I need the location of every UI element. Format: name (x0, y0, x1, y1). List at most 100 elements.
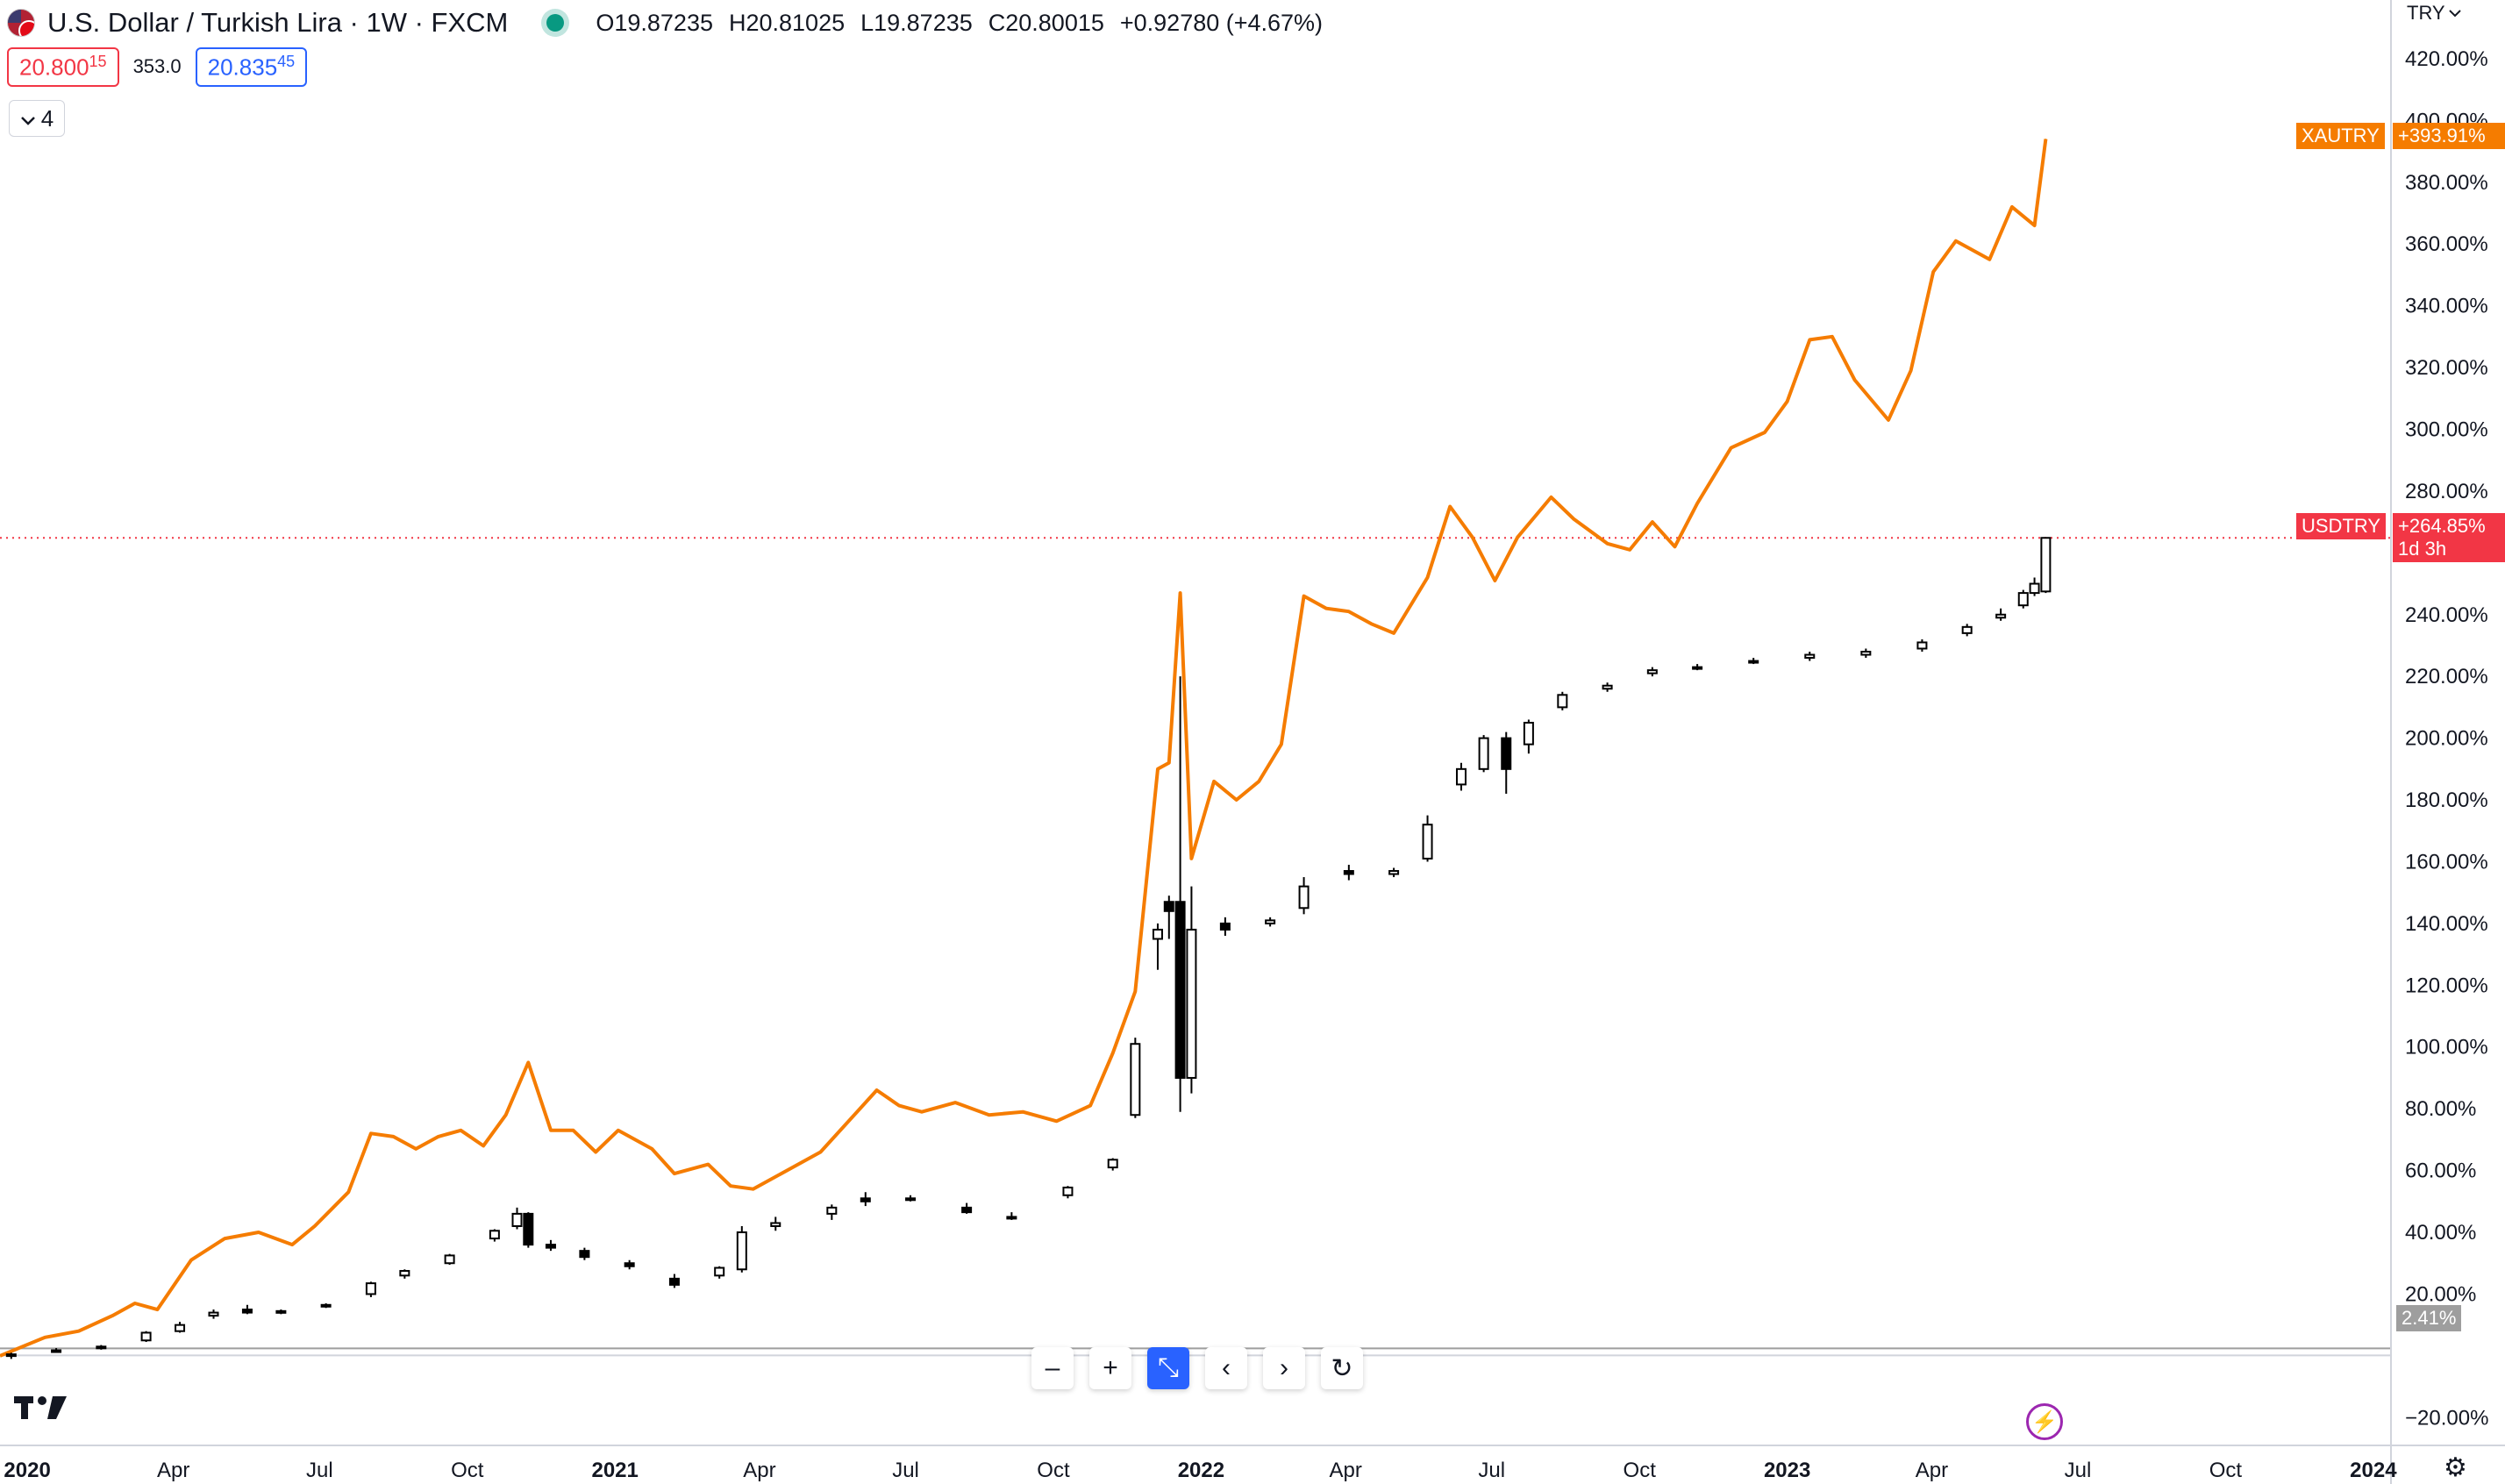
gear-icon[interactable]: ⚙ (2444, 1453, 2467, 1482)
zoom-in-button[interactable]: + (1089, 1347, 1131, 1389)
usdtry-candle-body (905, 1197, 917, 1202)
zoom-out-button[interactable]: – (1031, 1347, 1074, 1389)
x-tick-label: 2023 (1764, 1459, 1810, 1482)
xautry-point (1517, 537, 1518, 539)
xautry-point (786, 1170, 788, 1172)
y-tick-label: 120.00% (2405, 974, 2488, 997)
usdtry-candle-body (1995, 613, 2007, 619)
y-tick-label: 420.00% (2405, 47, 2488, 71)
usdtry-candle-body (579, 1250, 590, 1259)
usdtry-candle-body (275, 1309, 287, 1314)
usdtry-candle-body (1174, 901, 1186, 1079)
y-tick-label: 180.00% (2405, 788, 2488, 812)
usdtry-candle-body (2040, 537, 2052, 593)
reset-chart-button[interactable]: ↻ (1321, 1347, 1363, 1389)
scroll-right-button[interactable]: › (1263, 1347, 1305, 1389)
xautry-line (0, 139, 2048, 1358)
tradingview-logo-icon[interactable] (14, 1393, 70, 1431)
xautry-point (1168, 762, 1170, 764)
usdtry-candle-body (1006, 1216, 1017, 1220)
usdtry-candle-body (241, 1309, 253, 1314)
chevron-down-icon (20, 105, 36, 132)
scroll-left-button[interactable]: ‹ (1205, 1347, 1247, 1389)
usdtry-candle-body (1062, 1186, 1074, 1196)
xautry-point (876, 1089, 878, 1091)
x-tick-label: Oct (1624, 1459, 1657, 1482)
y-tick-label: 380.00% (2405, 171, 2488, 195)
x-tick-label: 2024 (2350, 1459, 2397, 1482)
usdtry-candle-body (320, 1303, 332, 1308)
ohlc-values: O19.87235 H20.81025 L19.87235 C20.80015 … (596, 10, 1323, 37)
usdtry-candle-body (96, 1345, 107, 1350)
x-tick-label: Jul (2065, 1459, 2092, 1482)
y-tick-label: 20.00% (2405, 1282, 2476, 1306)
y-tick-label: 360.00% (2405, 232, 2488, 256)
usdtry-candle-body (1860, 651, 1872, 656)
x-tick-label: Oct (2209, 1459, 2243, 1482)
usdtry-candle-body (1523, 722, 1534, 746)
usdtry-candle-body (1107, 1159, 1118, 1169)
y-tick-label: 340.00% (2405, 295, 2488, 318)
usdtry-candle-body (140, 1331, 152, 1342)
currency-label: TRY (2407, 2, 2445, 24)
sell-button[interactable]: 20.80015 (7, 47, 119, 87)
usdtry-candle-body (523, 1212, 534, 1246)
y-tick-label: 280.00% (2405, 480, 2488, 503)
usdtry-candle-body (399, 1270, 410, 1277)
x-tick-label: Oct (451, 1459, 484, 1482)
xautry-point (0, 1355, 1, 1357)
usdtry-candle-body (2017, 592, 2029, 607)
xautry-point (954, 1102, 956, 1103)
buy-button[interactable]: 20.83545 (195, 47, 308, 87)
usdtry-candle-body (1557, 694, 1568, 709)
xautry-point (1348, 610, 1350, 612)
x-tick-label: Jul (306, 1459, 333, 1482)
usdtry-candle-body (511, 1212, 523, 1227)
xautry-point (1112, 1052, 1114, 1054)
usdtry-candle-body (714, 1266, 725, 1277)
usdtry-candle-body (1804, 653, 1816, 660)
xautry-point (573, 1130, 575, 1131)
usdtry-candle-body (961, 1206, 973, 1214)
xautry-point (505, 1114, 507, 1116)
y-tick-label: 40.00% (2405, 1221, 2476, 1245)
x-tick-label: Apr (1916, 1459, 1948, 1482)
x-tick-label: 2021 (591, 1459, 638, 1482)
usdtry-candle-body (175, 1323, 186, 1332)
usdtry-candle-body (1219, 922, 1231, 931)
xautry-point (2011, 206, 2013, 208)
reset-scale-button[interactable]: ⤡ (1147, 1347, 1189, 1389)
xautry-point (898, 1105, 900, 1107)
indicators-toggle-button[interactable]: 4 (9, 100, 65, 137)
xautry-point (1236, 799, 1238, 801)
chart-navigation-toolbar: – + ⤡ ‹ › ↻ (1031, 1347, 1363, 1393)
xautry-point (853, 1114, 855, 1116)
currency-selector[interactable]: TRY (2407, 2, 2461, 25)
usdtry-candle-body (1916, 641, 1928, 650)
market-open-dot-icon (546, 14, 565, 32)
usdtry-price-value: +264.85% (2398, 515, 2486, 537)
xautry-point (482, 1145, 484, 1146)
lightning-icon[interactable]: ⚡ (2026, 1403, 2063, 1440)
usdtry-series-tag: USDTRY (2296, 513, 2387, 539)
chevron-down-icon (2448, 10, 2461, 18)
grid-layer (0, 537, 2391, 1357)
usdtry-candle-body (624, 1262, 635, 1267)
low-value: L19.87235 (860, 9, 973, 36)
usdtry-candle-body (545, 1244, 556, 1249)
open-value: O19.87235 (596, 9, 713, 36)
high-value: H20.81025 (728, 9, 846, 36)
x-tick-label: Oct (1037, 1459, 1070, 1482)
xautry-point (438, 1136, 439, 1138)
xautry-point (1988, 259, 1990, 260)
usdtry-candle-body (208, 1311, 219, 1317)
x-tick-label: Jul (892, 1459, 919, 1482)
symbol-title[interactable]: U.S. Dollar / Turkish Lira · 1W · FXCM (47, 7, 509, 38)
usdtry-countdown: 1d 3h (2398, 538, 2447, 560)
xautry-point (314, 1225, 316, 1227)
xautry-point (1629, 549, 1631, 551)
xautry-point (1831, 336, 1833, 338)
xautry-point (1089, 1105, 1091, 1107)
xautry-point (415, 1148, 417, 1150)
